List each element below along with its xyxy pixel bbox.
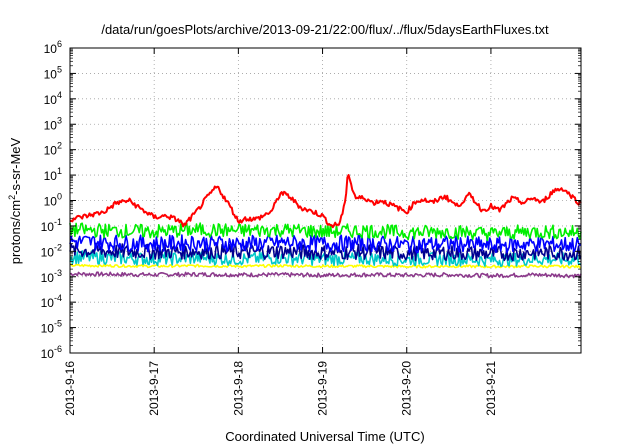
- y-tick-label-base: 10: [44, 118, 58, 132]
- y-tick-labels: 10-610-510-410-310-210-11001011021031041…: [41, 39, 62, 361]
- y-tick-label-base: 10: [44, 42, 58, 56]
- y-tick-label-base: 10: [44, 169, 58, 183]
- y-axis-label-rest: -s-sr-MeV: [8, 137, 23, 194]
- x-axis-label: Coordinated Universal Time (UTC): [225, 429, 424, 444]
- y-tick-label: 105: [44, 64, 62, 81]
- y-tick-label-exponent: -2: [54, 242, 62, 252]
- x-tick-label: 2013-9-17: [147, 361, 161, 416]
- chart-title: /data/run/goesPlots/archive/2013-09-21/2…: [101, 22, 549, 37]
- y-tick-label: 104: [44, 90, 62, 107]
- y-tick-label-base: 10: [41, 245, 55, 259]
- y-tick-label: 100: [44, 192, 62, 209]
- series-line: [69, 174, 582, 229]
- y-tick-label-exponent: 2: [57, 141, 62, 151]
- y-tick-label-base: 10: [41, 271, 55, 285]
- y-tick-label-base: 10: [41, 220, 55, 234]
- y-tick-label-exponent: -4: [54, 293, 62, 303]
- series-line: [69, 271, 582, 279]
- y-axis-label: protons/cm2-s-sr-MeV: [7, 137, 23, 264]
- y-tick-label: 10-6: [41, 344, 62, 361]
- grid-lines: [70, 48, 581, 353]
- y-tick-label: 101: [44, 166, 62, 183]
- series-line: [69, 234, 582, 254]
- y-tick-label: 10-5: [41, 319, 62, 336]
- y-tick-label-exponent: 5: [57, 64, 62, 74]
- y-tick-label-exponent: 6: [57, 39, 62, 49]
- x-tick-label: 2013-9-16: [63, 361, 77, 416]
- y-tick-label: 106: [44, 39, 62, 56]
- y-tick-label-base: 10: [41, 322, 55, 336]
- y-tick-label: 103: [44, 115, 62, 132]
- series-line: [69, 263, 582, 269]
- y-tick-label: 10-3: [41, 268, 62, 285]
- x-tick-label: 2013-9-21: [484, 361, 498, 416]
- y-tick-label: 102: [44, 141, 62, 158]
- x-tick-labels: 2013-9-16 2013-9-17 2013-9-18 2013-9-19 2013…: [63, 361, 498, 416]
- y-tick-label-exponent: -3: [54, 268, 62, 278]
- y-tick-label-base: 10: [41, 347, 55, 361]
- series-line: [69, 222, 582, 242]
- y-tick-label-exponent: -1: [54, 217, 62, 227]
- y-tick-label-exponent: -6: [54, 344, 62, 354]
- y-tick-label-exponent: 3: [57, 115, 62, 125]
- y-tick-label-exponent: 0: [57, 192, 62, 202]
- series-lines: [69, 174, 582, 279]
- y-tick-label-base: 10: [44, 195, 58, 209]
- x-tick-label: 2013-9-19: [316, 361, 330, 416]
- y-tick-label-exponent: 4: [57, 90, 62, 100]
- y-tick-label: 10-1: [41, 217, 62, 234]
- y-axis-label-sup: 2: [7, 195, 17, 200]
- x-tick-label: 2013-9-18: [231, 361, 245, 416]
- y-tick-label: 10-4: [41, 293, 62, 310]
- y-tick-label-base: 10: [41, 296, 55, 310]
- y-tick-label-base: 10: [44, 67, 58, 81]
- axis-ticks: [69, 47, 581, 354]
- series-line: [69, 250, 582, 267]
- y-tick-label-exponent: -5: [54, 319, 62, 329]
- y-tick-label-base: 10: [44, 93, 58, 107]
- y-axis-label-base: protons/cm: [8, 200, 23, 264]
- y-tick-label-base: 10: [44, 144, 58, 158]
- y-tick-label: 10-2: [41, 242, 62, 259]
- y-tick-label-exponent: 1: [57, 166, 62, 176]
- x-tick-label: 2013-9-20: [400, 361, 414, 416]
